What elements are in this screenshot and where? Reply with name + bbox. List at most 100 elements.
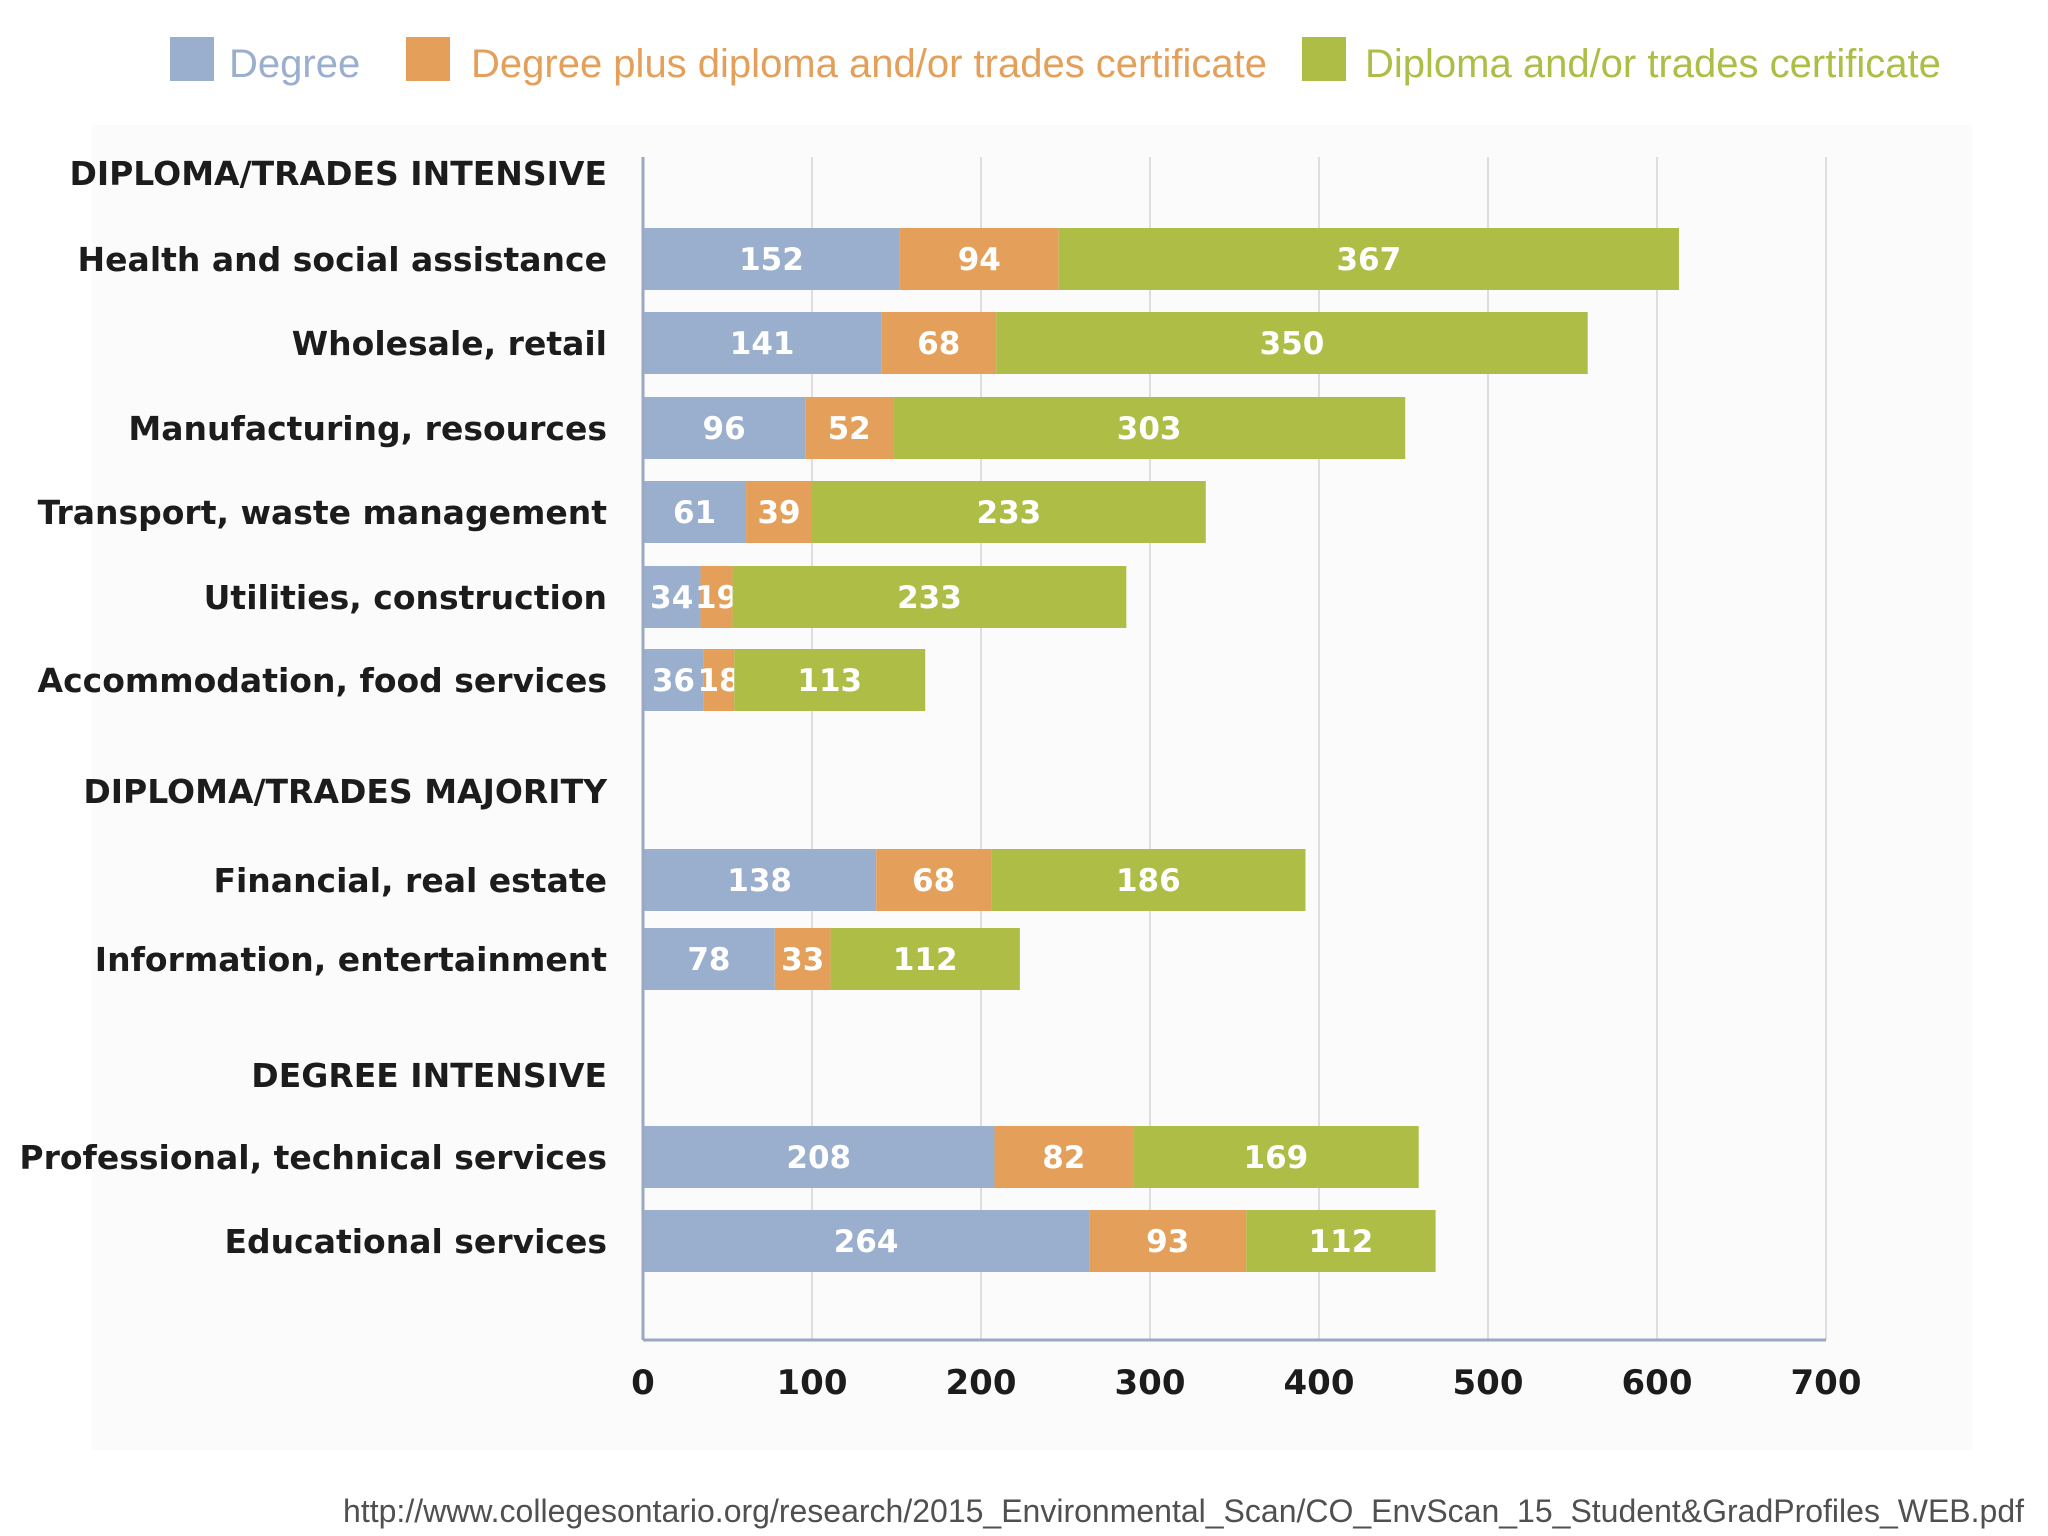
- bar-segment: [812, 481, 1206, 543]
- x-tick-label: 0: [631, 1363, 655, 1403]
- category-label: Accommodation, food services: [38, 661, 607, 700]
- bar-value-label: 19: [695, 580, 738, 616]
- bar-segment: [805, 397, 894, 459]
- source-url: http://www.collegesontario.org/research/…: [343, 1493, 2024, 1529]
- legend-label: Degree plus diploma and/or trades certif…: [471, 42, 1267, 86]
- x-tick-labels: 0 100 200 300 400 500 600 700: [631, 1363, 1861, 1403]
- bar-segment: [1089, 1210, 1247, 1272]
- bar-value-label: 186: [1116, 863, 1181, 899]
- category-label: Health and social assistance: [78, 240, 607, 279]
- bar-value-label: 36: [652, 663, 695, 699]
- bar-row: 138 68 186: [643, 849, 1306, 911]
- bar-segment: [746, 481, 812, 543]
- bar-value-label: 112: [893, 942, 958, 978]
- bar-value-label: 94: [958, 242, 1001, 278]
- bar-segment: [643, 649, 704, 711]
- legend-swatch: [406, 37, 450, 81]
- bar-segment: [991, 849, 1306, 911]
- bar-segment: [899, 228, 1059, 290]
- bar-segment: [732, 566, 1127, 628]
- bar-value-label: 138: [727, 863, 792, 899]
- bar-value-label: 82: [1042, 1140, 1085, 1176]
- bar-segment: [994, 1126, 1134, 1188]
- x-tick-label: 100: [777, 1363, 848, 1403]
- bar-value-label: 303: [1117, 411, 1182, 447]
- bar-row: 152 94 367: [643, 228, 1679, 290]
- bar-value-label: 141: [730, 326, 795, 362]
- bar-value-label: 113: [797, 663, 862, 699]
- bar-value-label: 78: [687, 942, 730, 978]
- bar-row: 34 19 233: [643, 566, 1127, 628]
- bar-row: 61 39 233: [643, 481, 1206, 543]
- bar-row: 78 33 112: [643, 928, 1020, 990]
- bar-value-label: 18: [697, 663, 740, 699]
- legend-item: Diploma and/or trades certificate: [1302, 37, 1941, 86]
- bar-value-label: 52: [828, 411, 871, 447]
- bar-segment: [1133, 1126, 1419, 1188]
- bar-value-label: 33: [781, 942, 824, 978]
- bar-segment: [643, 1126, 995, 1188]
- bar-value-label: 93: [1146, 1224, 1189, 1260]
- bar-value-label: 68: [917, 326, 960, 362]
- x-tick-label: 500: [1453, 1363, 1524, 1403]
- bar-row: 264 93 112: [643, 1210, 1436, 1272]
- bar-value-label: 152: [739, 242, 804, 278]
- legend-item: Degree: [170, 37, 360, 86]
- bar-value-label: 68: [912, 863, 955, 899]
- category-label: Manufacturing, resources: [128, 409, 607, 448]
- bar-segment: [643, 928, 775, 990]
- bar-segment: [1246, 1210, 1436, 1272]
- group-heading: DIPLOMA/TRADES INTENSIVE: [69, 154, 607, 193]
- x-tick-label: 400: [1284, 1363, 1355, 1403]
- legend: Degree Degree plus diploma and/or trades …: [170, 37, 1941, 86]
- bar-value-label: 61: [673, 495, 716, 531]
- category-label: Professional, technical services: [19, 1138, 607, 1177]
- legend-swatch: [170, 37, 214, 81]
- category-label: Wholesale, retail: [292, 324, 607, 363]
- bar-segment: [1058, 228, 1679, 290]
- bar-segment: [643, 397, 806, 459]
- bar-value-label: 264: [834, 1224, 899, 1260]
- bar-segment: [734, 649, 926, 711]
- bar-segment: [643, 481, 747, 543]
- bar-value-label: 34: [650, 580, 693, 616]
- bar-row: 36 18 113: [643, 649, 926, 711]
- bar-value-label: 96: [703, 411, 746, 447]
- x-tick-label: 200: [946, 1363, 1017, 1403]
- bar-value-label: 112: [1309, 1224, 1374, 1260]
- category-label: Educational services: [224, 1222, 607, 1261]
- x-tick-label: 700: [1791, 1363, 1862, 1403]
- bar-value-label: 367: [1336, 242, 1401, 278]
- bar-row: 208 82 169: [643, 1126, 1419, 1188]
- category-label: Utilities, construction: [204, 578, 607, 617]
- bar-value-label: 350: [1260, 326, 1325, 362]
- category-label: Information, entertainment: [95, 940, 607, 979]
- bar-segment: [876, 849, 992, 911]
- bar-segment: [700, 566, 733, 628]
- group-heading: DIPLOMA/TRADES MAJORITY: [83, 772, 608, 811]
- category-label: Transport, waste management: [38, 493, 608, 532]
- group-heading: DEGREE INTENSIVE: [251, 1056, 607, 1095]
- bar-segment: [643, 312, 882, 374]
- bar-segment: [643, 1210, 1090, 1272]
- bar-value-label: 233: [977, 495, 1042, 531]
- legend-swatch: [1302, 37, 1346, 81]
- bar-segment: [774, 928, 831, 990]
- bar-row: 141 68 350: [643, 312, 1588, 374]
- bar-value-label: 208: [786, 1140, 851, 1176]
- legend-label: Degree: [229, 42, 360, 86]
- bar-segment: [996, 312, 1588, 374]
- x-tick-label: 300: [1115, 1363, 1186, 1403]
- axes: [641, 157, 1826, 1342]
- legend-label: Diploma and/or trades certificate: [1365, 42, 1941, 86]
- bar-value-label: 39: [757, 495, 800, 531]
- bar-segment: [703, 649, 735, 711]
- bar-segment: [643, 228, 900, 290]
- bar-segment: [830, 928, 1020, 990]
- category-label: Financial, real estate: [213, 861, 607, 900]
- bar-segment: [881, 312, 997, 374]
- bar-row: 96 52 303: [643, 397, 1406, 459]
